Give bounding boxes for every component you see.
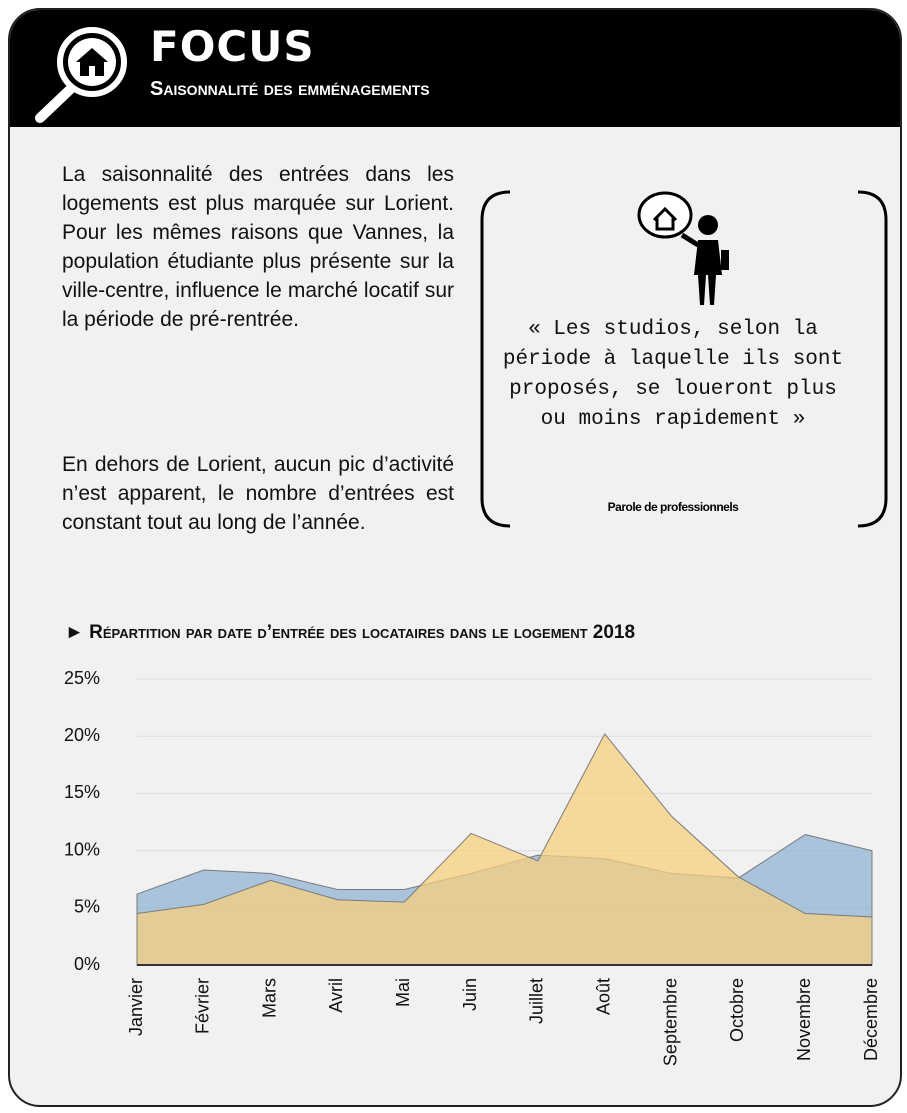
y-tick-label: 20% (64, 725, 100, 745)
x-tick-label: Juillet (527, 978, 547, 1024)
x-tick-label: Octobre (727, 978, 747, 1042)
y-tick-label: 10% (64, 839, 100, 859)
x-tick-label: Avril (326, 978, 346, 1013)
page: FOCUS Saisonnalité des emménagements La … (0, 0, 907, 1113)
y-tick-label: 15% (64, 782, 100, 802)
x-tick-label: Février (193, 978, 213, 1034)
x-tick-label: Septembre (660, 978, 680, 1066)
chart: 0% 5% 10% 15% 20% 25% Janvier Février Mars Avril M… (10, 10, 900, 1105)
x-tick-label: Décembre (861, 978, 881, 1061)
y-tick-label: 25% (64, 668, 100, 688)
y-tick-label: 0% (74, 954, 100, 974)
x-tick-label: Mai (393, 978, 413, 1007)
x-tick-label: Novembre (794, 978, 814, 1061)
card: FOCUS Saisonnalité des emménagements La … (8, 8, 902, 1107)
y-tick-label: 5% (74, 897, 100, 917)
x-tick-label: Août (593, 978, 613, 1015)
x-tick-label: Juin (460, 978, 480, 1011)
x-tick-label: Mars (259, 978, 279, 1018)
area (137, 734, 872, 965)
x-tick-label: Janvier (126, 978, 146, 1036)
